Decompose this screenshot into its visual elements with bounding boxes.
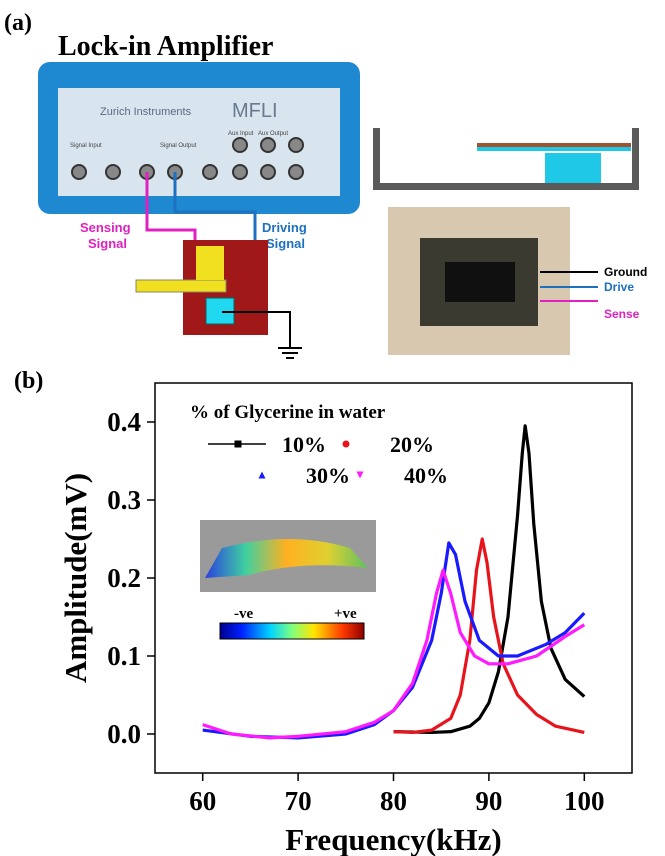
legend-label: 30% — [306, 463, 350, 488]
x-tick-label: 60 — [189, 786, 216, 816]
figure: (a) Lock-in Amplifier Zurich Instruments… — [0, 0, 665, 856]
brand: Zurich Instruments — [100, 106, 192, 118]
y-tick-label: 0.4 — [107, 407, 141, 437]
x-tick-label: 100 — [564, 786, 605, 816]
connection-label: Drive — [604, 280, 634, 294]
connection-label: Sense — [604, 307, 640, 321]
page: {"panel_a": {"label": "(a)", "title": "L… — [0, 0, 665, 856]
port-label: Signal Input — [70, 143, 102, 149]
cantilever — [136, 280, 226, 292]
inset-label: -ve — [234, 606, 253, 622]
legend-label: 10% — [282, 432, 326, 457]
x-tick-label: 80 — [380, 786, 407, 816]
connection-label: Ground — [604, 265, 647, 279]
y-tick-label: 0.0 — [107, 719, 141, 749]
series-line — [203, 570, 585, 738]
legend-title: % of Glycerine in water — [190, 402, 386, 423]
x-tick-label: 70 — [285, 786, 312, 816]
legend-marker — [259, 472, 266, 479]
sensing-label: Sensing — [80, 220, 131, 235]
layer — [477, 147, 631, 151]
legend-label: 40% — [404, 463, 448, 488]
layer — [477, 143, 631, 147]
block — [545, 153, 601, 183]
panel-title: Lock-in Amplifier — [58, 31, 273, 62]
x-tick-label: 90 — [475, 786, 502, 816]
y-tick-label: 0.3 — [107, 485, 141, 515]
inset-label: +ve — [334, 606, 357, 622]
port-label: Aux Input — [228, 131, 254, 137]
y-tick-label: 0.1 — [107, 641, 141, 671]
x-axis-title: Frequency(kHz) — [285, 822, 501, 856]
panel-label: (a) — [4, 10, 32, 36]
colorbar — [220, 623, 364, 639]
model: MFLI — [232, 100, 278, 122]
legend-marker — [343, 441, 350, 448]
port-label: Aux Output — [258, 131, 288, 137]
legend-marker — [235, 441, 242, 448]
driving-label: Driving — [262, 220, 307, 235]
sensing-label: Signal — [88, 236, 127, 251]
y-axis-title: Amplitude(mV) — [58, 473, 93, 683]
panel-label: (b) — [14, 368, 43, 394]
y-tick-label: 0.2 — [107, 563, 141, 593]
electrode — [196, 246, 224, 280]
driving-label: Signal — [266, 236, 305, 251]
legend-label: 20% — [390, 432, 434, 457]
legend-marker — [357, 472, 364, 479]
micrograph-chip — [445, 262, 515, 302]
port-label: Signal Output — [160, 143, 197, 149]
